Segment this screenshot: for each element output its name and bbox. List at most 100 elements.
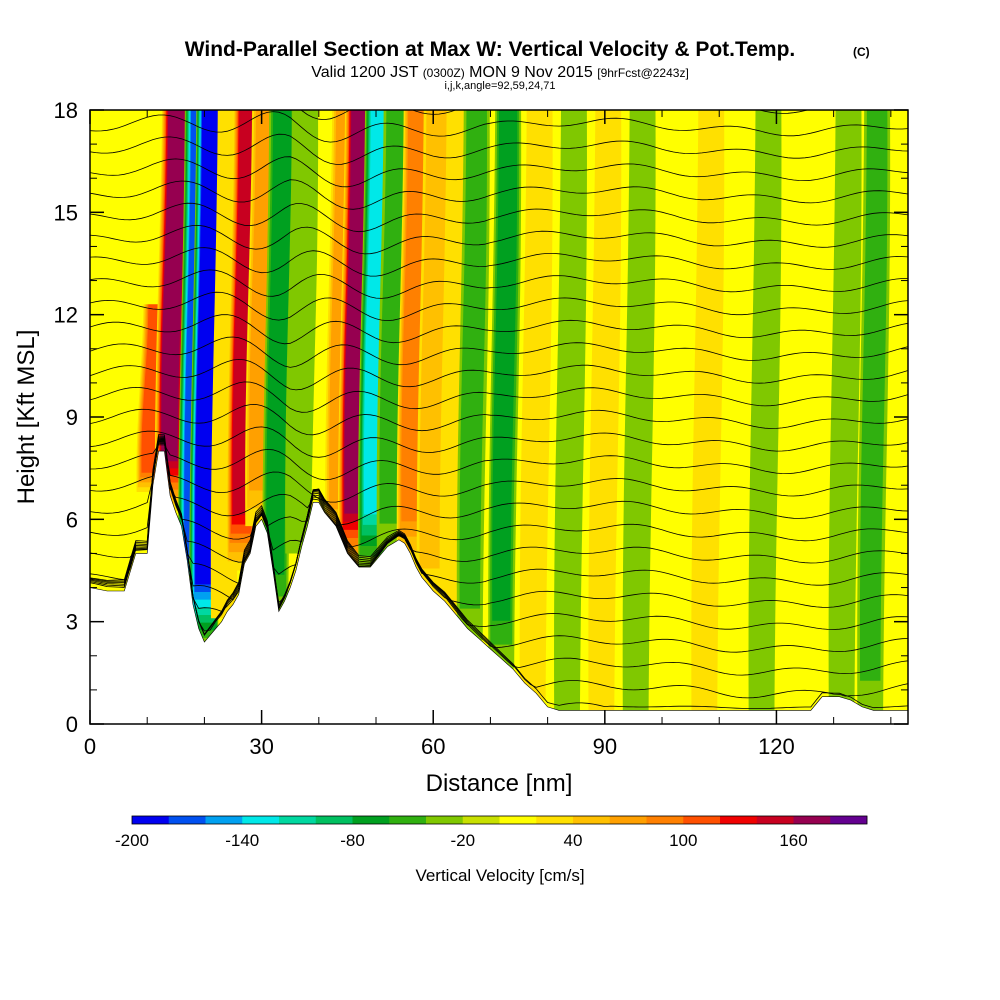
- theta-contour: [90, 133, 908, 165]
- w-band: [195, 110, 219, 577]
- theta-contour: [90, 111, 908, 143]
- colorbar-swatch: [573, 816, 611, 824]
- colorbar-swatch: [279, 816, 317, 824]
- plot-area: [90, 110, 908, 724]
- colorbar-label: -80: [340, 831, 365, 850]
- y-axis-title: Height [Kft MSL]: [13, 330, 40, 505]
- colorbar-label: -20: [450, 831, 475, 850]
- w-band: [588, 110, 622, 718]
- terrain-mask: [90, 450, 908, 724]
- w-band: [691, 110, 725, 718]
- y-tick-label: 12: [54, 303, 78, 328]
- y-tick-label: 0: [66, 712, 78, 737]
- colorbar-swatch: [205, 816, 243, 824]
- w-band: [519, 110, 553, 701]
- colorbar: -200 -140 -80 -20 40 100 160: [115, 815, 868, 850]
- valid-zulu: (0300Z): [423, 66, 465, 80]
- w-band: [459, 110, 487, 609]
- theta-contour: [90, 381, 908, 413]
- w-feature-23: [748, 110, 782, 718]
- colorbar-swatch: [499, 816, 537, 824]
- colorbar-swatch: [132, 816, 170, 824]
- theta-contour: [90, 441, 908, 527]
- y-tick-label: 18: [54, 98, 78, 123]
- theta-contour: [90, 435, 908, 699]
- w-feature-7: [262, 110, 296, 619]
- theta-contour: [90, 291, 908, 322]
- theta-contour: [90, 358, 908, 391]
- colorbar-swatch: [352, 816, 390, 824]
- section-indices: i,j,k,angle=92,59,24,71: [444, 80, 555, 92]
- colorbar-swatch: [315, 816, 353, 824]
- x-tick-label: 90: [593, 734, 617, 759]
- w-feature-16: [456, 110, 490, 641]
- theta-contour: [90, 247, 908, 277]
- colorbar-swatch: [609, 816, 647, 824]
- valid-time-line: Valid 1200 JST (0300Z) MON 9 Nov 2015 [9…: [311, 64, 689, 81]
- theta-contour: [90, 269, 908, 299]
- w-band: [161, 110, 185, 462]
- colorbar-swatch: [168, 816, 206, 824]
- theta-contour: [90, 224, 908, 255]
- x-axis-title: Distance [nm]: [426, 770, 573, 797]
- w-band: [554, 110, 587, 718]
- theta-contour: [90, 336, 908, 368]
- theta-contour: [300, 110, 810, 121]
- colorbar-swatch: [830, 816, 868, 824]
- forecast-tag: [9hrFcst@2243z]: [597, 66, 689, 80]
- colorbar-swatch: [720, 816, 758, 824]
- valid-date: MON 9 Nov 2015: [469, 64, 593, 81]
- w-band: [266, 110, 292, 575]
- colorbar-swatch: [793, 816, 831, 824]
- w-band: [828, 110, 862, 706]
- theta-contour: [90, 314, 908, 345]
- w-feature-22: [691, 110, 725, 718]
- colorbar-title: Vertical Velocity [cm/s]: [415, 866, 584, 885]
- theta-contour: [90, 439, 908, 586]
- x-tick-label: 0: [84, 734, 96, 759]
- theta-contour: [90, 434, 908, 709]
- colorbar-swatch: [536, 816, 574, 824]
- w-feature-18: [519, 110, 553, 701]
- colorbar-frame: [131, 815, 868, 825]
- colorbar-label: -140: [225, 831, 259, 850]
- theta-contour: [90, 426, 908, 458]
- w-band: [859, 110, 888, 681]
- colorbar-label: 160: [779, 831, 807, 850]
- colorbar-swatch: [242, 816, 280, 824]
- w-feature-24: [828, 110, 862, 706]
- theta-contour: [90, 202, 908, 233]
- w-feature-19: [554, 110, 587, 718]
- y-tick-label: 3: [66, 610, 78, 635]
- w-feature-8: [285, 110, 319, 554]
- colorbar-label: -200: [115, 831, 149, 850]
- colorbar-swatch: [683, 816, 721, 824]
- theta-contour: [90, 437, 908, 676]
- w-band: [285, 110, 319, 554]
- colorbar-label: 100: [669, 831, 697, 850]
- theta-contour: [90, 444, 908, 481]
- valid-prefix: Valid 1200 JST: [311, 64, 419, 81]
- w-band: [622, 110, 656, 718]
- w-band: [748, 110, 782, 718]
- x-tick-label: 120: [758, 734, 795, 759]
- y-tick-label: 15: [54, 200, 78, 225]
- theta-contour: [90, 437, 908, 653]
- y-tick-label: 6: [66, 507, 78, 532]
- w-feature-17: [488, 110, 522, 669]
- theta-contour: [90, 439, 908, 608]
- colorbar-swatch: [646, 816, 684, 824]
- theta-contour: [90, 441, 908, 548]
- theta-contour: [90, 443, 908, 503]
- w-band: [419, 110, 447, 569]
- theta-contour: [90, 403, 908, 436]
- theta-contour: [90, 156, 908, 188]
- theta-contour: [90, 440, 908, 568]
- y-tick-label: 9: [66, 405, 78, 430]
- colorbar-swatch: [462, 816, 500, 824]
- x-tick-label: 30: [249, 734, 273, 759]
- w-feature-21: [622, 110, 656, 718]
- w-feature-20: [588, 110, 622, 718]
- theta-contour: [90, 179, 908, 210]
